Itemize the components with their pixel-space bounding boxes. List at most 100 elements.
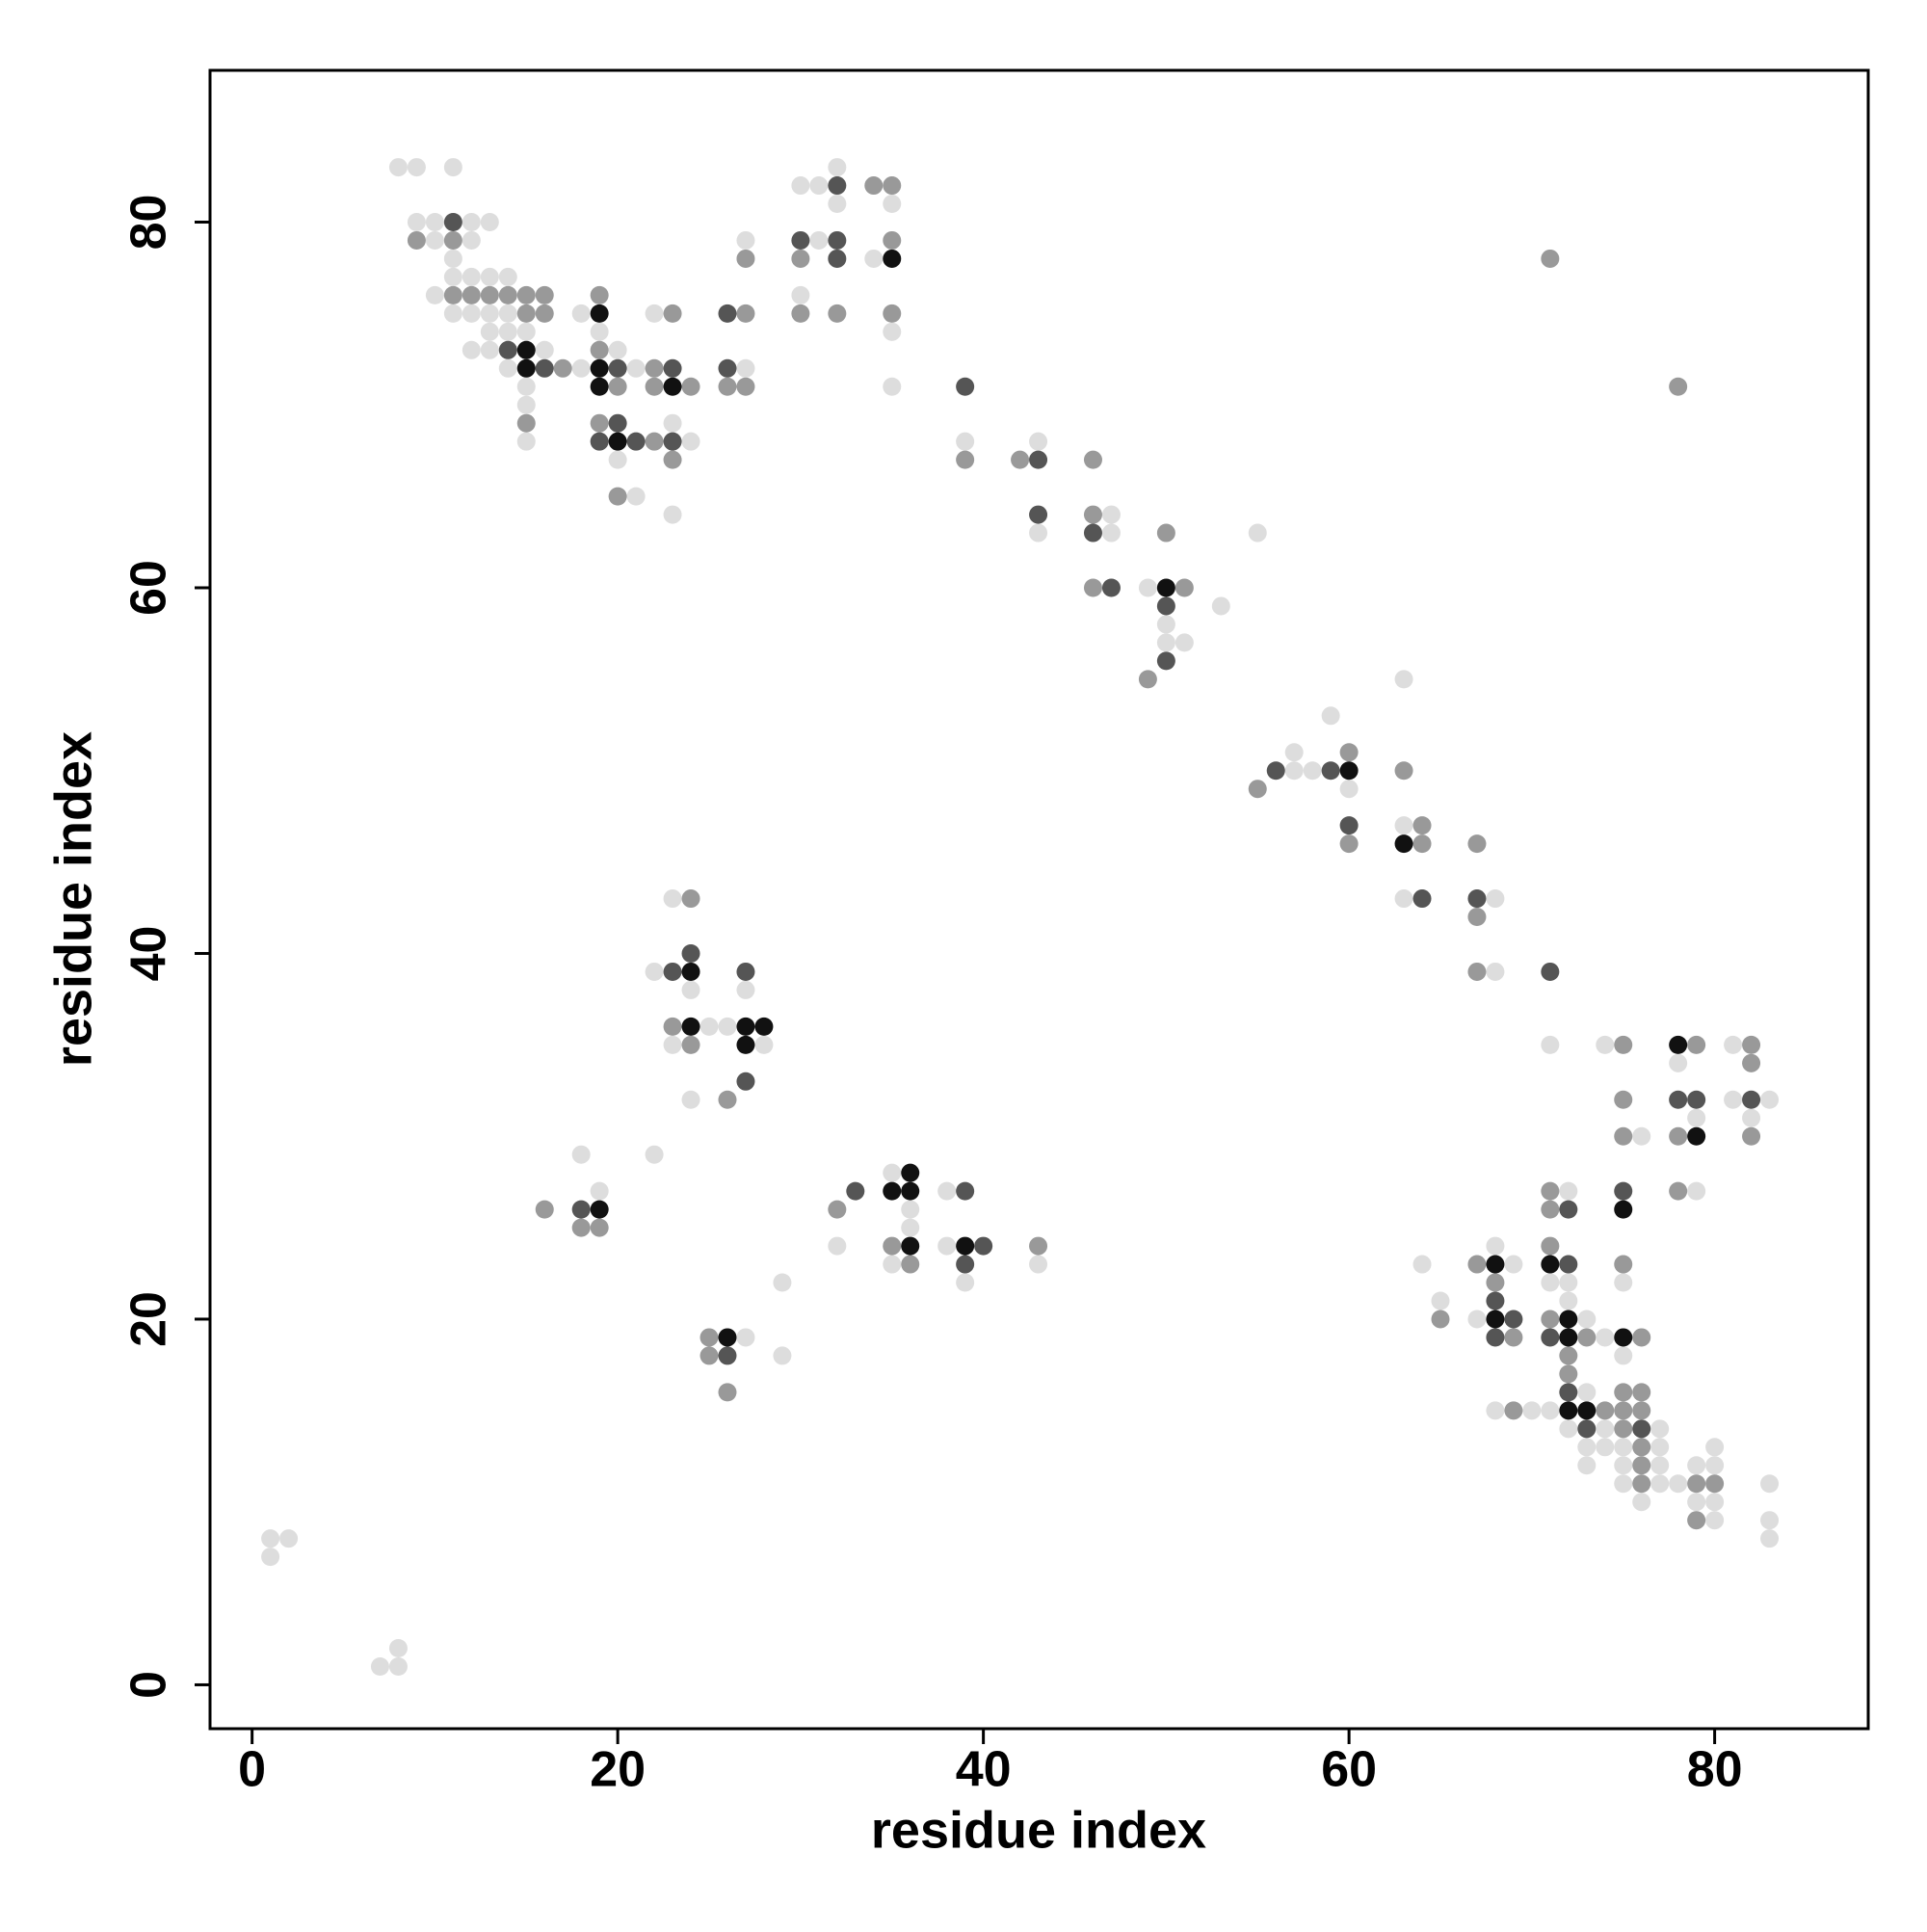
point <box>1083 505 1102 524</box>
point <box>901 1218 920 1237</box>
point <box>663 450 682 469</box>
point <box>1614 1456 1633 1475</box>
point <box>773 1346 792 1365</box>
point <box>1687 1108 1706 1127</box>
point <box>1486 1255 1505 1274</box>
point <box>1632 1126 1651 1146</box>
point <box>1175 578 1194 597</box>
point <box>681 980 700 999</box>
y-tick-label: 60 <box>121 560 177 616</box>
point <box>388 1639 408 1658</box>
point <box>1541 1273 1560 1292</box>
point <box>1687 1035 1706 1054</box>
point <box>1687 1126 1706 1146</box>
point <box>663 358 682 378</box>
point <box>718 1383 737 1402</box>
point <box>828 1236 847 1256</box>
point <box>736 249 755 268</box>
point <box>516 432 536 451</box>
point <box>791 249 810 268</box>
point <box>828 195 847 214</box>
point <box>1083 523 1102 543</box>
point <box>736 304 755 323</box>
point <box>1467 889 1487 909</box>
point <box>700 1328 719 1347</box>
point <box>754 1035 774 1054</box>
point <box>516 395 536 414</box>
point <box>1412 816 1432 835</box>
point <box>1669 1126 1688 1146</box>
point <box>1486 1273 1505 1292</box>
point <box>1101 505 1121 524</box>
point <box>883 1236 902 1256</box>
point <box>736 980 755 999</box>
point <box>279 1529 299 1548</box>
y-tick-label: 40 <box>121 926 177 982</box>
point <box>370 1656 389 1676</box>
point <box>608 358 627 378</box>
point <box>1760 1474 1780 1494</box>
point <box>425 230 444 250</box>
point <box>516 340 536 359</box>
point <box>1559 1310 1578 1329</box>
point <box>1541 962 1560 981</box>
point <box>480 304 499 323</box>
point <box>407 158 426 177</box>
point <box>1541 1236 1560 1256</box>
point <box>901 1236 920 1256</box>
point <box>425 212 444 231</box>
point <box>1412 834 1432 854</box>
point <box>663 413 682 433</box>
point <box>1284 743 1304 762</box>
point <box>571 1200 591 1219</box>
point <box>1596 1035 1615 1054</box>
point <box>663 377 682 396</box>
point <box>1577 1383 1597 1402</box>
point <box>1029 450 1048 469</box>
point <box>1614 1383 1633 1402</box>
point <box>828 304 847 323</box>
point <box>1705 1493 1725 1512</box>
point <box>681 889 700 909</box>
point <box>1559 1328 1578 1347</box>
point <box>754 1017 774 1036</box>
point <box>1486 1328 1505 1347</box>
point <box>1504 1310 1523 1329</box>
point <box>1614 1181 1633 1201</box>
point <box>645 377 664 396</box>
point <box>1559 1364 1578 1384</box>
point <box>645 432 664 451</box>
point <box>1266 761 1285 781</box>
x-tick-label: 80 <box>1687 1742 1743 1798</box>
point <box>1156 615 1175 634</box>
point <box>883 322 902 341</box>
point <box>901 1181 920 1201</box>
point <box>1156 596 1175 616</box>
point <box>1467 1255 1487 1274</box>
point <box>1394 816 1413 835</box>
point <box>883 1163 902 1182</box>
point <box>1559 1255 1578 1274</box>
point <box>1650 1438 1670 1457</box>
point <box>883 377 902 396</box>
point <box>1467 908 1487 927</box>
point <box>828 249 847 268</box>
point <box>388 1656 408 1676</box>
point <box>956 377 975 396</box>
point <box>681 1090 700 1109</box>
point <box>1742 1053 1761 1072</box>
point <box>608 340 627 359</box>
point <box>590 432 609 451</box>
point <box>1394 834 1413 854</box>
point <box>462 267 481 286</box>
point <box>1650 1419 1670 1439</box>
point <box>1412 889 1432 909</box>
point <box>443 230 462 250</box>
point <box>1559 1419 1578 1439</box>
point <box>462 230 481 250</box>
point <box>1029 505 1048 524</box>
point <box>1339 780 1359 799</box>
point <box>883 304 902 323</box>
point <box>1486 1291 1505 1310</box>
point <box>1669 1474 1688 1494</box>
